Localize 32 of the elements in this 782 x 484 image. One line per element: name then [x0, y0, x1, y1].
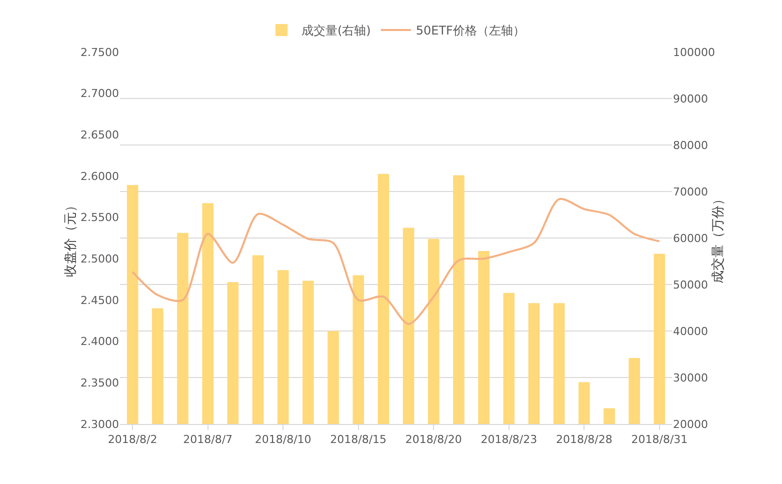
y-tick-label: 2.3500 — [80, 376, 119, 390]
legend-label: 成交量(右轴) — [302, 24, 371, 38]
y-tick-label: 2.3000 — [80, 418, 119, 431]
line-series — [132, 198, 660, 325]
y2-tick-label: 80000 — [673, 138, 708, 152]
y2-tick-label: 50000 — [673, 278, 708, 292]
y2-tick-label: 90000 — [673, 92, 708, 106]
x-tick-label: 2018/8/23 — [480, 433, 538, 446]
x-tick-label: 2018/8/20 — [405, 433, 462, 446]
y2-tick-label: 70000 — [673, 185, 708, 198]
y-tick-label: 2.5500 — [80, 211, 119, 224]
y-tick-label: 2.7500 — [80, 46, 119, 59]
y-axis-title: 收盘价（元） — [64, 199, 78, 277]
x-tick-label: 2018/8/7 — [183, 433, 233, 446]
y-tick-label: 2.5000 — [80, 252, 119, 266]
y-tick-label: 2.7000 — [80, 87, 119, 100]
y2-axis-title: 成交量（万份） — [710, 192, 726, 284]
x-tick-label: 2018/8/15 — [330, 433, 387, 446]
x-tick-label: 2018/8/2 — [108, 433, 158, 446]
y2-tick-label: 30000 — [673, 371, 708, 384]
y2-tick-label: 40000 — [673, 324, 708, 338]
y2-tick-label: 20000 — [673, 418, 708, 431]
y2-tick-label: 60000 — [673, 232, 708, 245]
y2-tick-label: 100000 — [673, 46, 715, 59]
y-tick-label: 2.6500 — [80, 128, 119, 142]
x-tick-label: 2018/8/31 — [631, 433, 688, 446]
y-tick-label: 2.4000 — [80, 335, 119, 348]
x-tick-label: 2018/8/28 — [556, 433, 612, 446]
x-tick-label: 2018/8/10 — [254, 433, 312, 446]
legend-label: 50ETF价格（左轴） — [416, 24, 525, 38]
y-tick-label: 2.4500 — [80, 294, 119, 307]
y-tick-label: 2.6000 — [80, 170, 119, 183]
